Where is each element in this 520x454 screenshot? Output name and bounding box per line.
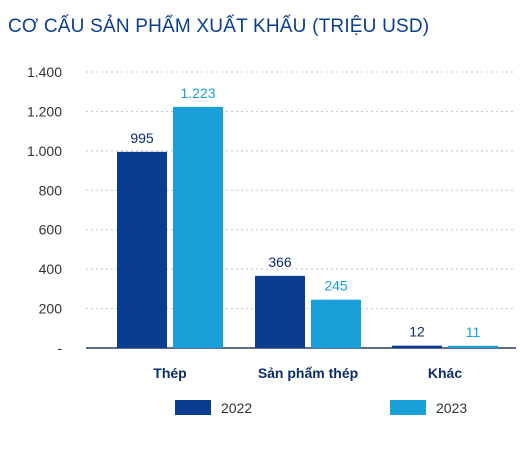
y-tick-label: 1.400 [27,64,62,80]
y-tick-label: 400 [39,261,63,277]
bar-2022 [117,151,167,348]
category-label: Thép [153,365,186,381]
data-label: 1.223 [180,85,215,101]
bar-2023 [311,299,361,348]
data-label: 366 [268,254,292,270]
bar-2023 [448,345,498,348]
y-tick-label: 200 [39,301,63,317]
y-tick-label: - [57,340,62,356]
data-label: 11 [466,324,481,340]
legend-swatch-2023 [390,400,426,415]
y-tick-label: 1.200 [27,103,62,119]
y-tick-label: 1.000 [27,143,62,159]
bar-2023 [173,106,223,348]
category-label: Sản phẩm thép [258,365,358,381]
category-label: Khác [428,365,462,381]
chart-title: CƠ CẤU SẢN PHẨM XUẤT KHẨU (TRIỆU USD) [8,16,430,37]
data-label: 995 [130,130,154,146]
y-tick-label: 600 [39,222,63,238]
legend-label: 2023 [436,400,467,416]
data-label: 12 [409,324,425,340]
legend-swatch-2022 [175,400,211,415]
data-label: 245 [324,278,348,294]
y-tick-label: 800 [39,182,63,198]
bar-2022 [392,345,442,348]
bar-2022 [255,275,305,348]
legend-label: 2022 [221,400,252,416]
